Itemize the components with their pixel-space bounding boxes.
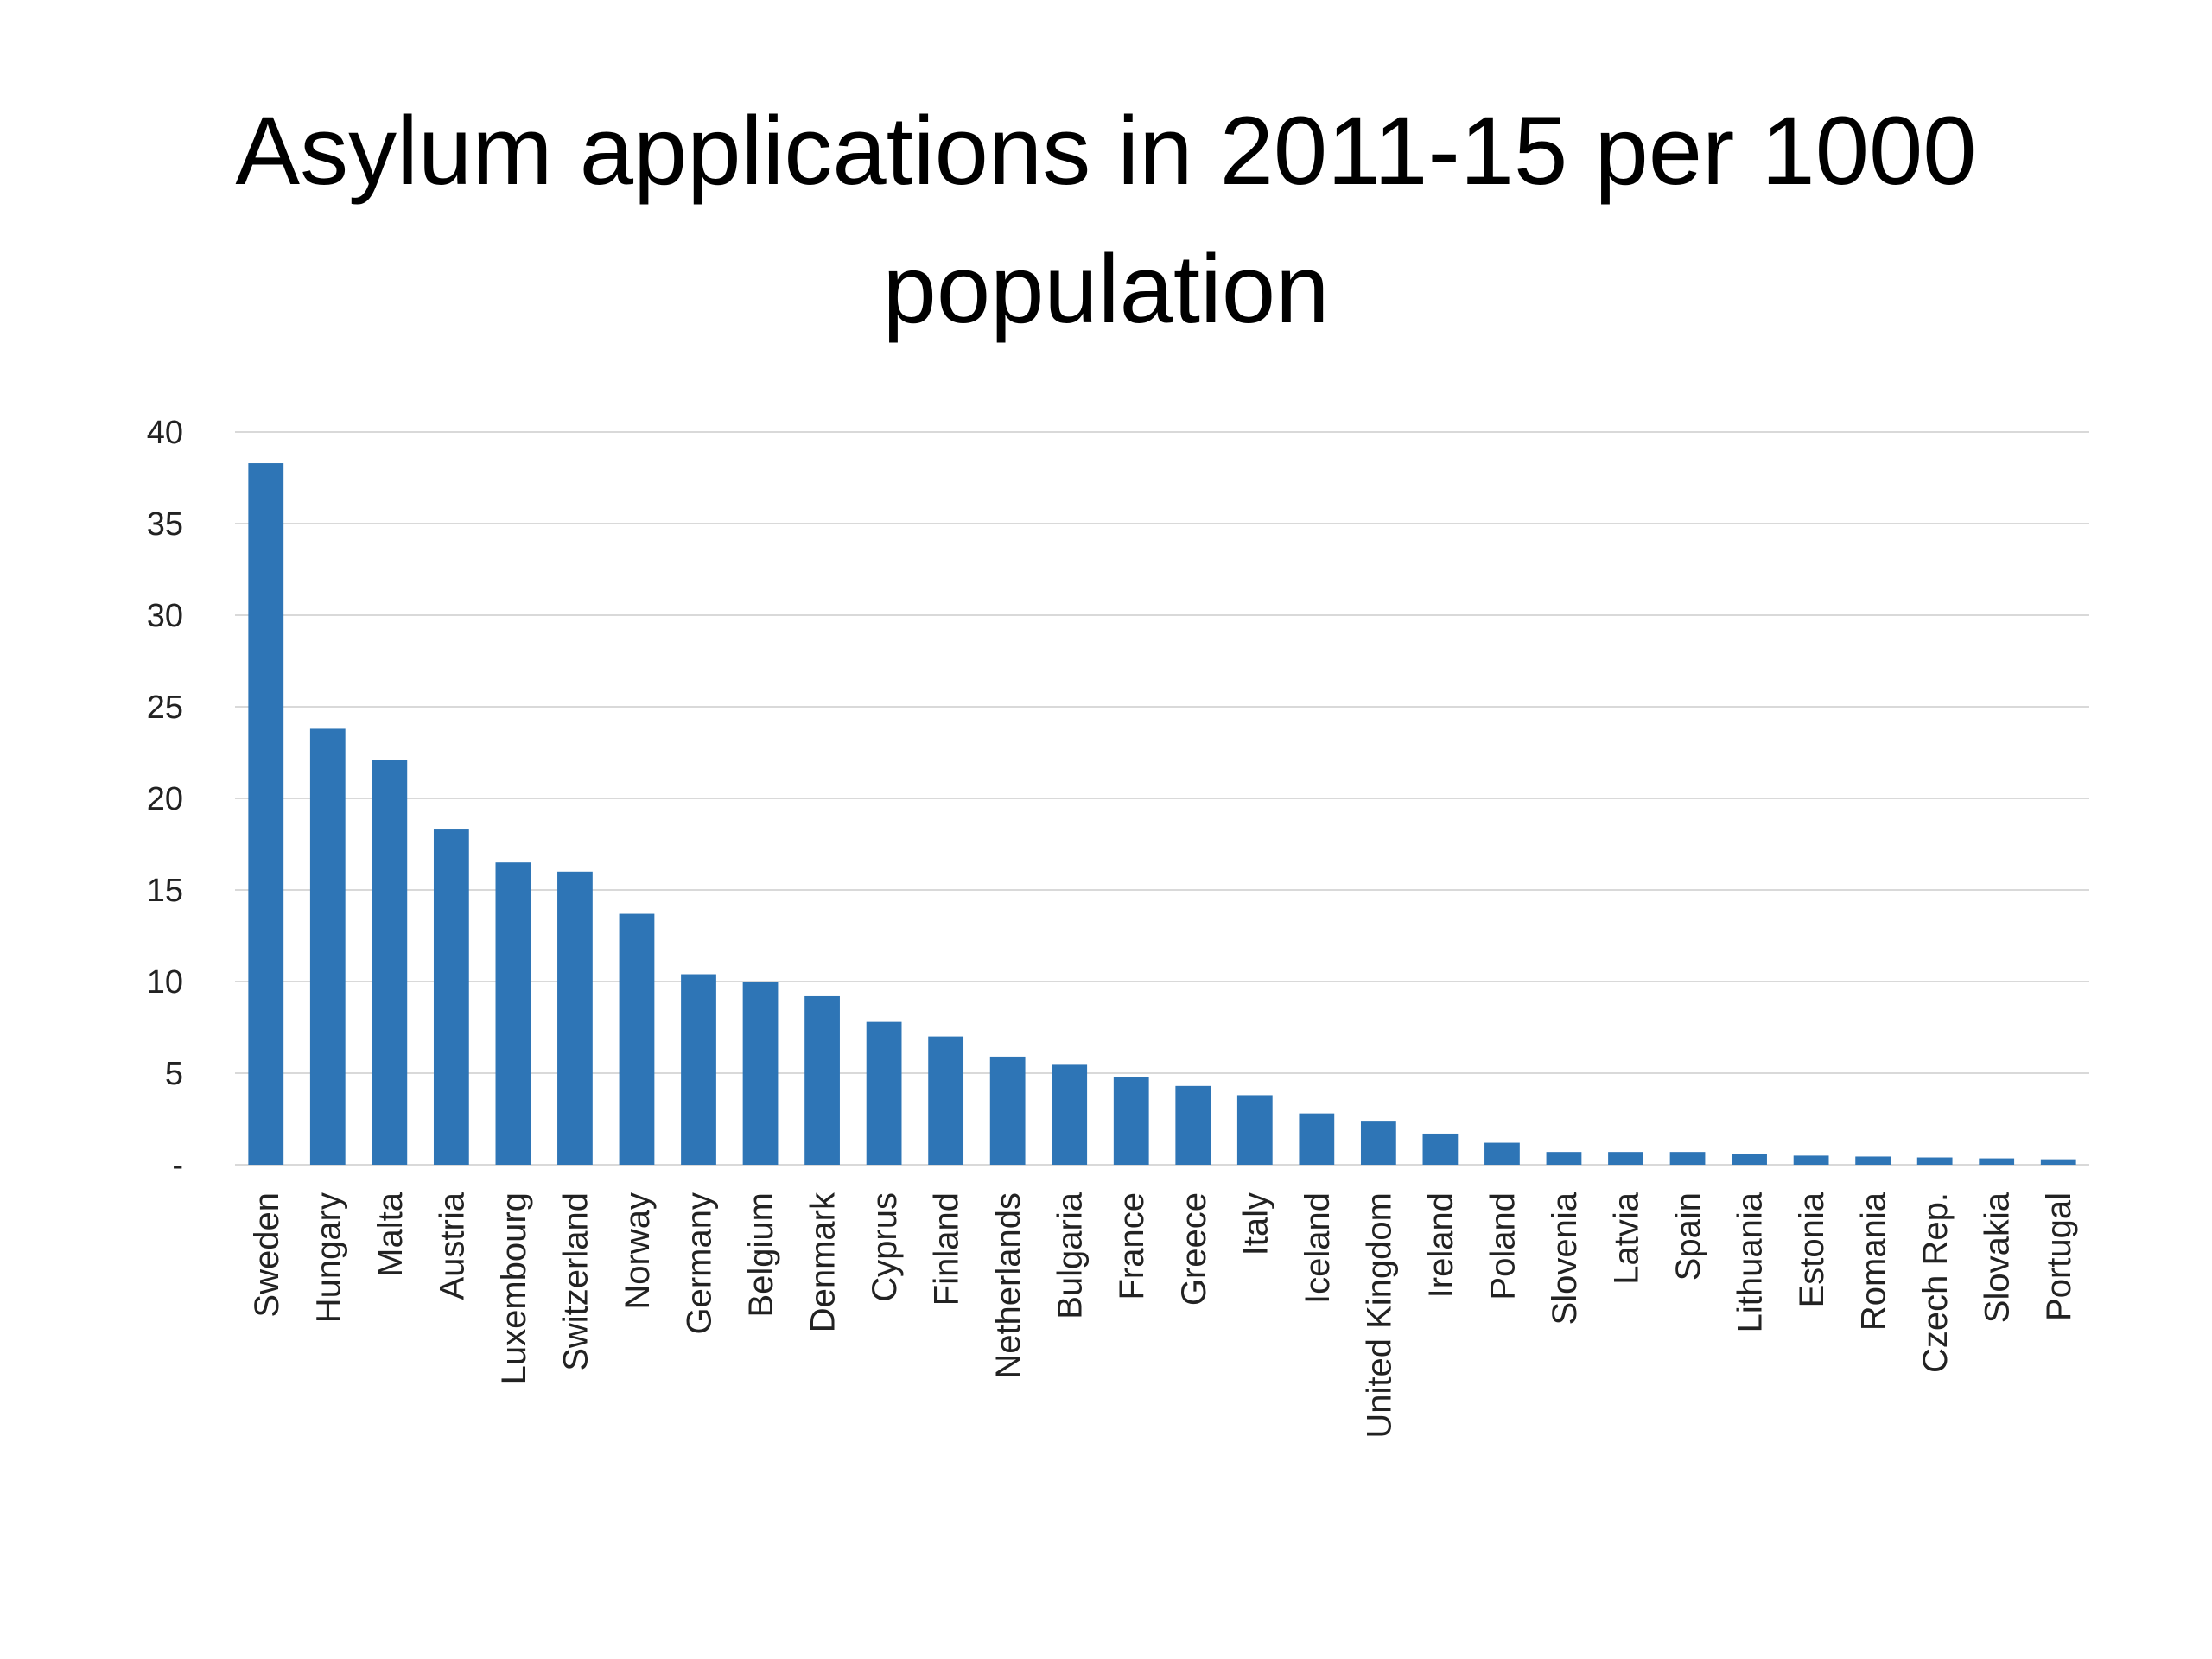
y-axis-tick-labels: - 5 10 15 20 25 30 35 40: [147, 415, 183, 1184]
x-category-label: Belgium: [742, 1192, 780, 1318]
bar: [928, 1036, 964, 1165]
y-tick-label: 35: [147, 506, 183, 543]
x-category-label: Slovakia: [1979, 1192, 2017, 1323]
bar: [1732, 1154, 1767, 1165]
bar: [742, 982, 779, 1165]
bar: [372, 760, 408, 1165]
bar: [1422, 1133, 1459, 1165]
chart-title: Asylum applications in 2011-15 per 1000 …: [104, 82, 2108, 359]
y-tick-label: 30: [147, 598, 183, 634]
bar: [1669, 1152, 1706, 1165]
chart-title-line-2: population: [882, 235, 1330, 343]
x-category-label: Spain: [1669, 1192, 1707, 1281]
y-tick-label: 20: [147, 781, 183, 817]
y-tick-label: 40: [147, 415, 183, 451]
bar: [681, 974, 716, 1165]
x-category-label: Iceland: [1299, 1192, 1337, 1304]
x-category-label: Malta: [372, 1192, 410, 1277]
bar: [248, 463, 284, 1165]
bar: [309, 728, 346, 1165]
bar: [1484, 1142, 1520, 1165]
x-category-label: Sweden: [248, 1192, 286, 1318]
x-category-label: Austria: [433, 1192, 471, 1300]
bar: [1855, 1156, 1891, 1165]
x-category-label: Cyprus: [866, 1192, 904, 1302]
x-category-label: France: [1113, 1192, 1151, 1300]
x-category-label: Czech Rep.: [1916, 1192, 1955, 1373]
bar: [1299, 1113, 1335, 1165]
x-category-label: United Kingdom: [1360, 1192, 1398, 1439]
gridlines: [235, 431, 2089, 1166]
bar: [1979, 1158, 2015, 1165]
bar: [1360, 1121, 1396, 1165]
bar: [1175, 1085, 1211, 1165]
x-category-label: Germany: [681, 1192, 719, 1335]
bar: [1793, 1155, 1829, 1165]
x-category-label: Hungary: [309, 1192, 347, 1323]
x-category-label: Estonia: [1793, 1192, 1831, 1307]
x-category-label: Greece: [1175, 1192, 1213, 1306]
bar: [2040, 1159, 2076, 1165]
bar: [804, 995, 840, 1165]
bar: [866, 1021, 902, 1165]
bar: [1113, 1077, 1149, 1165]
bars: [248, 463, 2076, 1165]
bar: [433, 830, 469, 1165]
x-category-label: Norway: [619, 1192, 657, 1310]
x-category-label: Slovenia: [1546, 1192, 1584, 1325]
bar: [989, 1056, 1026, 1165]
bar: [495, 862, 531, 1165]
x-category-label: Latvia: [1608, 1192, 1646, 1284]
chart-title-line-1: Asylum applications in 2011-15 per 1000: [235, 97, 1977, 205]
y-tick-label: 25: [147, 690, 183, 726]
x-category-label: Portugal: [2040, 1192, 2078, 1321]
x-category-label: Denmark: [804, 1192, 842, 1332]
y-tick-label: -: [172, 1147, 183, 1184]
y-tick-label: 15: [147, 873, 183, 909]
x-category-label: Switzerland: [556, 1192, 594, 1371]
bar: [1608, 1152, 1643, 1165]
x-category-label: Romania: [1855, 1192, 1893, 1331]
y-tick-label: 5: [165, 1056, 183, 1092]
x-category-label: Lithuania: [1732, 1192, 1770, 1332]
x-category-label: Netherlands: [989, 1192, 1027, 1379]
bar: [1052, 1064, 1088, 1165]
bar: [1236, 1095, 1273, 1165]
x-category-label: Ireland: [1422, 1192, 1460, 1298]
x-category-label: Italy: [1236, 1192, 1274, 1255]
bar: [1916, 1157, 1953, 1165]
y-tick-label: 10: [147, 964, 183, 1001]
x-category-label: Poland: [1484, 1192, 1522, 1300]
x-category-label: Finland: [928, 1192, 966, 1306]
bar: [557, 871, 593, 1165]
bar: [1546, 1152, 1582, 1165]
x-axis-category-labels: Sweden Hungary Malta Austria Luxembourg Switz…: [248, 1192, 2078, 1439]
x-category-label: Luxembourg: [495, 1192, 533, 1384]
x-category-label: Bulgaria: [1052, 1192, 1090, 1319]
bar: [619, 913, 655, 1165]
